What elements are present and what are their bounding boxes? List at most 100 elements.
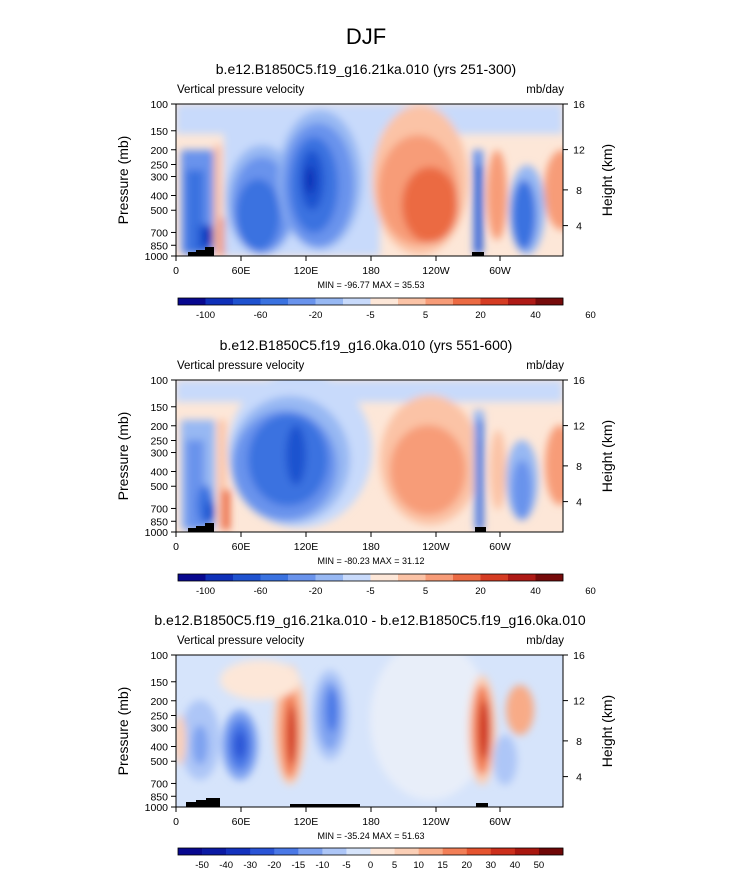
contour-field	[176, 380, 563, 532]
y-tick-label: 150	[150, 126, 168, 138]
y-right-axis-title: Height (km)	[599, 695, 615, 767]
colorbar-swatch	[418, 848, 443, 855]
colorbar-swatch	[233, 298, 261, 305]
y-right-tick-label: 8	[576, 461, 582, 473]
y-tick-label: 500	[150, 756, 168, 768]
x-tick-label: 180	[362, 265, 380, 277]
x-tick-label: 120E	[294, 265, 319, 277]
colorbar-swatch	[205, 298, 234, 305]
y-tick-label: 1000	[145, 527, 169, 539]
y-right-axis-title: Height (km)	[599, 144, 615, 216]
y-axis-title: Pressure (mb)	[115, 687, 131, 776]
y-tick-label: 150	[150, 677, 168, 689]
y-tick-label: 400	[150, 467, 168, 479]
y-tick-label: 850	[150, 240, 168, 252]
y-tick-label: 300	[150, 172, 168, 184]
x-tick-label: 180	[362, 541, 380, 553]
colorbar-swatch	[346, 848, 371, 855]
colorbar-label: 30	[486, 860, 497, 871]
colorbar-swatch	[480, 574, 509, 581]
x-tick-label: 120W	[422, 541, 450, 553]
colorbar-swatch	[466, 848, 492, 855]
y-tick-label: 300	[150, 448, 168, 460]
y-tick-label: 200	[150, 696, 168, 708]
y-right-axis-title: Height (km)	[599, 420, 615, 492]
colorbar-label: 40	[510, 860, 521, 871]
colorbar-label: 60	[585, 586, 596, 597]
colorbar-swatch	[233, 574, 261, 581]
contour-field	[176, 104, 563, 256]
x-tick-label: 60E	[232, 541, 251, 553]
y-right-tick-label: 16	[573, 650, 585, 662]
colorbar-swatch	[288, 574, 316, 581]
colorbar-label: 0	[368, 860, 373, 871]
plot-frame	[175, 103, 564, 257]
colorbar-label: 50	[534, 860, 545, 871]
panel-title: b.e12.B1850C5.f19_g16.21ka.010 (yrs 251-…	[216, 61, 516, 77]
y-tick-label: 100	[150, 650, 168, 662]
y-tick-label: 150	[150, 402, 168, 414]
x-tick-label: 0	[173, 265, 179, 277]
colorbar-swatch	[394, 848, 419, 855]
colorbar-swatch	[205, 574, 234, 581]
colorbar-swatch	[274, 848, 299, 855]
colorbar-swatch	[425, 298, 454, 305]
units-label: mb/day	[526, 360, 564, 372]
colorbar-swatch	[370, 848, 395, 855]
x-tick-label: 120E	[294, 541, 319, 553]
plot-frame	[175, 654, 564, 808]
x-tick-label: 180	[362, 816, 380, 828]
colorbar-label: -5	[342, 860, 350, 871]
x-tick-label: 60W	[489, 265, 511, 277]
colorbar-label: 5	[392, 860, 397, 871]
colorbar-label: -50	[195, 860, 209, 871]
colorbar-label: 40	[530, 310, 541, 321]
contour-field	[176, 655, 563, 807]
colorbar-label: 10	[413, 860, 424, 871]
y-right-tick-label: 4	[576, 221, 582, 233]
colorbar-frame	[177, 297, 564, 306]
y-tick-label: 250	[150, 159, 168, 171]
colorbar-swatch	[260, 574, 289, 581]
units-label: mb/day	[526, 84, 564, 96]
colorbar-swatch	[343, 574, 371, 581]
x-tick-label: 120W	[422, 816, 450, 828]
y-tick-label: 700	[150, 227, 168, 239]
colorbar-label: -100	[196, 310, 215, 321]
colorbar-swatch	[508, 298, 536, 305]
y-right-tick-label: 16	[573, 99, 585, 111]
x-tick-label: 120E	[294, 816, 319, 828]
colorbar-swatch	[202, 848, 227, 855]
panel-1: b.e12.B1850C5.f19_g16.21ka.010 (yrs 251-…	[175, 61, 564, 257]
colorbar-swatch	[315, 298, 344, 305]
y-right-tick-label: 8	[576, 736, 582, 748]
colorbar-label: 5	[423, 586, 428, 597]
colorbar-swatch	[178, 298, 206, 305]
y-right-tick-label: 12	[573, 696, 585, 708]
colorbar-swatch	[370, 298, 399, 305]
colorbar-swatch	[370, 574, 399, 581]
colorbar-swatch	[490, 848, 516, 855]
y-tick-label: 700	[150, 503, 168, 515]
colorbar-swatch	[453, 298, 481, 305]
colorbar-swatch	[538, 848, 564, 855]
panel-title: b.e12.B1850C5.f19_g16.21ka.010 - b.e12.B…	[154, 612, 585, 628]
y-tick-label: 200	[150, 421, 168, 433]
colorbar-swatch	[453, 574, 481, 581]
y-tick-label: 850	[150, 791, 168, 803]
y-right-tick-label: 8	[576, 185, 582, 197]
colorbar-swatch	[514, 848, 540, 855]
x-tick-label: 0	[173, 541, 179, 553]
colorbar-label: -5	[366, 586, 374, 597]
y-tick-label: 500	[150, 481, 168, 493]
y-tick-label: 250	[150, 435, 168, 447]
colorbar-label: -15	[291, 860, 305, 871]
x-tick-label: 120W	[422, 265, 450, 277]
colorbar-label: -20	[267, 860, 281, 871]
colorbar-swatch	[398, 298, 426, 305]
y-right-tick-label: 4	[576, 497, 582, 509]
colorbar-label: 20	[475, 586, 486, 597]
colorbar-swatch	[250, 848, 275, 855]
x-tick-label: 60E	[232, 265, 251, 277]
